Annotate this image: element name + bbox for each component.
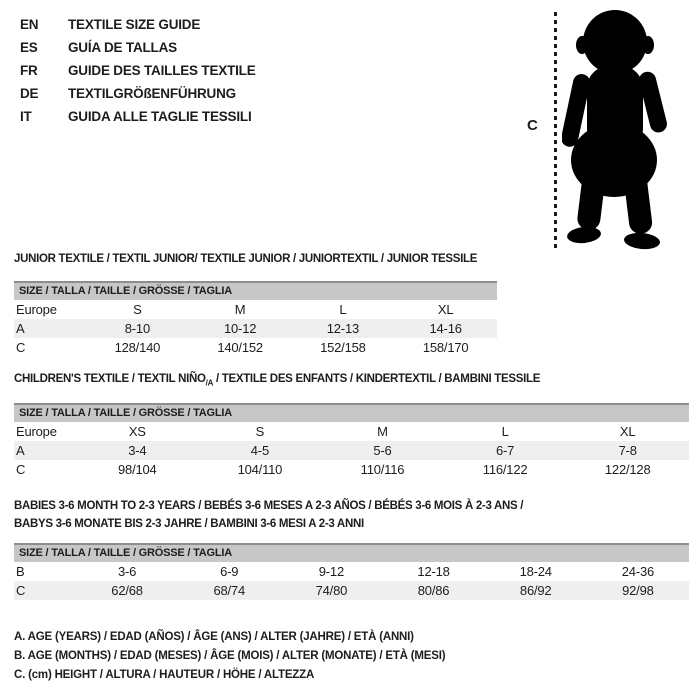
size-cell: 3-6 (117, 564, 137, 579)
language-code: ES (20, 40, 38, 55)
height-measure-label: C (527, 117, 538, 134)
babies-table-title: BABIES 3-6 MONTH TO 2-3 YEARS / BEBÉS 3-… (14, 498, 524, 533)
size-cell: 128/140 (114, 340, 161, 355)
footnote-b: B. AGE (MONTHS) / EDAD (MESES) / ÂGE (MO… (14, 650, 446, 662)
size-header-bar: SIZE / TALLA / TAILLE / GRÖSSE / TAGLIA (14, 543, 689, 562)
size-cell: 122/128 (604, 462, 651, 477)
size-cell: 12-18 (417, 564, 450, 579)
table-row: A 3-4 4-5 5-6 6-7 7-8 (14, 441, 689, 460)
children-size-table: SIZE / TALLA / TAILLE / GRÖSSE / TAGLIA … (14, 403, 689, 479)
row-label: C (16, 340, 26, 355)
size-cell: 12-13 (291, 319, 395, 338)
height-dotted-line (554, 12, 557, 250)
size-cell: L (501, 424, 509, 439)
row-label: C (16, 462, 26, 477)
size-cell: 86/92 (484, 581, 587, 600)
size-cell: S (133, 302, 142, 317)
size-cell: M (234, 302, 246, 317)
language-list: EN TEXTILE SIZE GUIDE ES GUÍA DE TALLAS … (20, 13, 256, 128)
babies-size-table: SIZE / TALLA / TAILLE / GRÖSSE / TAGLIA … (14, 543, 689, 600)
language-code: EN (20, 17, 39, 32)
children-title-rest: / TEXTILE DES ENFANTS / KINDERTEXTIL / B… (213, 373, 541, 385)
language-title: TEXTILE SIZE GUIDE (68, 17, 201, 32)
row-label: Europe (16, 302, 57, 317)
size-cell: 140/152 (217, 340, 263, 355)
children-title-main: CHILDREN'S TEXTILE / TEXTIL NIÑO (14, 373, 206, 385)
footnote-a: A. AGE (YEARS) / EDAD (AÑOS) / ÂGE (ANS)… (14, 631, 414, 643)
language-row-es: ES GUÍA DE TALLAS (20, 36, 256, 59)
size-cell: 24-36 (621, 564, 655, 579)
junior-table-title: JUNIOR TEXTILE / TEXTIL JUNIOR/ TEXTILE … (14, 253, 478, 265)
size-cell: XS (128, 424, 146, 439)
size-cell: 68/74 (178, 581, 281, 600)
size-cell: 18-24 (519, 564, 552, 579)
size-cell: 14-16 (394, 319, 497, 338)
size-cell: 5-6 (321, 441, 444, 460)
table-row: B 3-6 6-9 9-12 12-18 18-24 24-36 (14, 562, 689, 581)
table-row: C 98/104 104/110 110/116 116/122 122/128 (14, 460, 689, 479)
row-label: A (14, 441, 76, 460)
size-cell: 80/86 (382, 581, 485, 600)
row-label: Europe (16, 424, 57, 439)
size-cell: XL (619, 424, 636, 439)
table-row: Europe S M L XL (14, 300, 497, 319)
language-code: IT (20, 109, 32, 124)
language-row-it: IT GUIDA ALLE TAGLIE TESSILI (20, 105, 256, 128)
size-cell: 7-8 (566, 441, 689, 460)
size-cell: 6-9 (220, 564, 239, 579)
footnote-c: C. (cm) HEIGHT / ALTURA / HAUTEUR / HÖHE… (14, 669, 315, 681)
children-table-title: CHILDREN'S TEXTILE / TEXTIL NIÑO/A / TEX… (14, 373, 540, 387)
babies-title-line2: BABYS 3-6 MONATE BIS 2-3 JAHRE / BAMBINI… (14, 517, 364, 530)
size-header-bar: SIZE / TALLA / TAILLE / GRÖSSE / TAGLIA (14, 281, 497, 300)
table-row: C 128/140 140/152 152/158 158/170 (14, 338, 497, 357)
junior-size-table: SIZE / TALLA / TAILLE / GRÖSSE / TAGLIA … (14, 281, 497, 357)
toddler-silhouette-icon (562, 10, 667, 250)
size-cell: 3-4 (76, 441, 199, 460)
children-title-subscript: /A (205, 378, 214, 388)
size-cell: 158/170 (422, 340, 469, 355)
footnotes: A. AGE (YEARS) / EDAD (AÑOS) / ÂGE (ANS)… (14, 628, 446, 685)
table-row: C 62/68 68/74 74/80 80/86 86/92 92/98 (14, 581, 689, 600)
language-code: FR (20, 63, 38, 78)
child-height-figure: C (0, 0, 700, 260)
language-title: GUIDE DES TAILLES TEXTILE (68, 63, 256, 78)
row-label: A (14, 319, 86, 338)
table-row: A 8-10 10-12 12-13 14-16 (14, 319, 497, 338)
size-cell: S (255, 424, 265, 439)
size-cell: 10-12 (188, 319, 292, 338)
size-cell: XL (437, 302, 454, 317)
size-header-bar: SIZE / TALLA / TAILLE / GRÖSSE / TAGLIA (14, 403, 689, 422)
language-title: GUIDA ALLE TAGLIE TESSILI (68, 109, 252, 124)
row-label: C (14, 581, 76, 600)
language-title: GUÍA DE TALLAS (68, 40, 177, 55)
size-cell: M (377, 424, 388, 439)
table-row: Europe XS S M L XL (14, 422, 689, 441)
size-cell: 98/104 (118, 462, 157, 477)
language-title: TEXTILGRÖßENFÜHRUNG (68, 86, 236, 101)
size-cell: 8-10 (86, 319, 189, 338)
size-cell: 62/68 (76, 581, 179, 600)
babies-title-line1: BABIES 3-6 MONTH TO 2-3 YEARS / BEBÉS 3-… (14, 500, 524, 512)
size-cell: 6-7 (443, 441, 567, 460)
size-cell: 116/122 (482, 462, 528, 477)
size-cell: 152/158 (320, 340, 366, 355)
language-row-en: EN TEXTILE SIZE GUIDE (20, 13, 256, 36)
size-cell: 110/116 (360, 462, 405, 477)
size-cell: 4-5 (198, 441, 322, 460)
size-cell: 92/98 (586, 581, 689, 600)
language-code: DE (20, 86, 39, 101)
size-cell: 9-12 (318, 564, 344, 579)
row-label: B (16, 564, 25, 579)
language-row-de: DE TEXTILGRÖßENFÜHRUNG (20, 82, 256, 105)
language-row-fr: FR GUIDE DES TAILLES TEXTILE (20, 59, 256, 82)
size-cell: L (339, 302, 347, 317)
size-cell: 74/80 (280, 581, 383, 600)
size-cell: 104/110 (237, 462, 283, 477)
